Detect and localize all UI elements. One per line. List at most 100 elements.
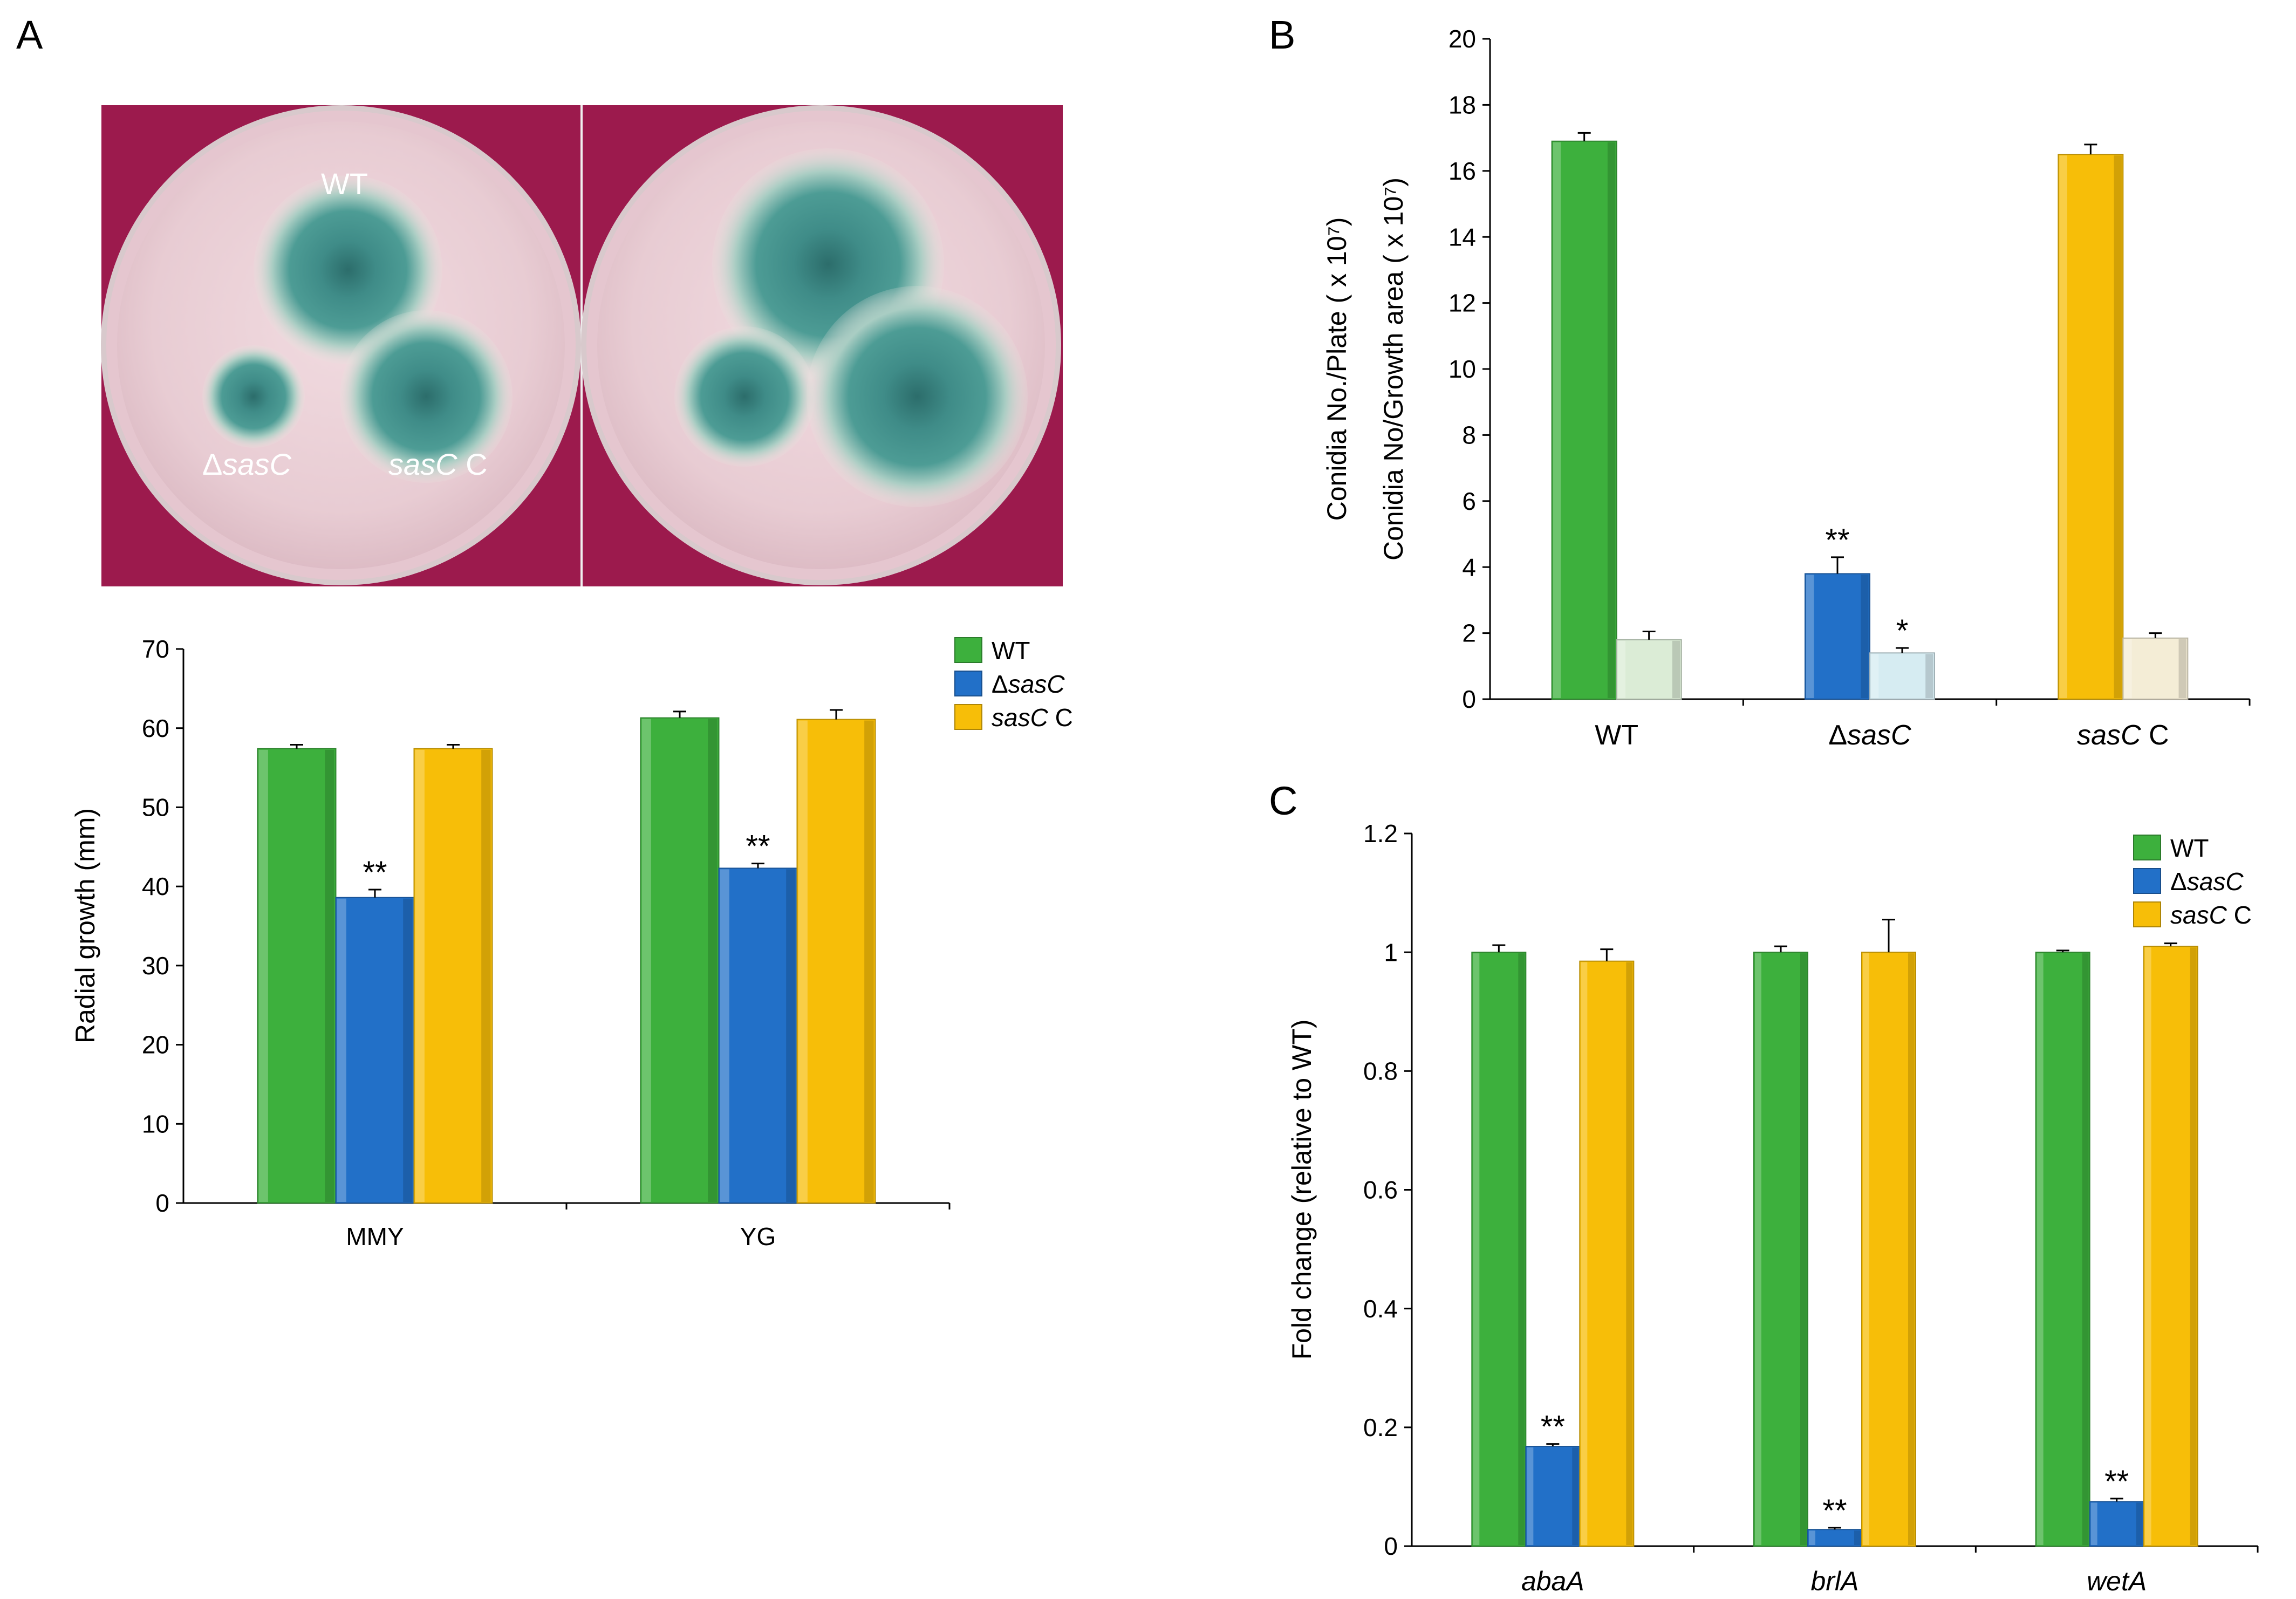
bar-B-1-0-shadow	[1861, 575, 1869, 698]
bar-C-0-2-shadow	[1626, 962, 1633, 1545]
bar-A-0-2	[413, 748, 493, 1204]
bar-C-1-2-shadow	[1908, 953, 1915, 1545]
bar-C-1-0-fill	[1753, 952, 1808, 1547]
bar-C-0-1-shadow	[1572, 1447, 1579, 1545]
bar-A-1-1	[718, 867, 798, 1204]
significance-mark: **	[1822, 1493, 1847, 1528]
bar-A-1-2-shadow	[864, 720, 874, 1202]
bar-A-1-0	[640, 717, 720, 1204]
bar-C-0-0-highlight	[1473, 953, 1480, 1545]
bar-B-2-1-highlight	[2124, 639, 2132, 698]
significance-mark: **	[363, 855, 387, 890]
bar-C-2-2-highlight	[2144, 947, 2151, 1545]
legend-swatch	[2133, 868, 2161, 894]
significance-mark: **	[2104, 1464, 2129, 1499]
y-tick-label: 1	[1384, 938, 1398, 966]
bar-A-0-1	[335, 897, 415, 1204]
category-label-prefix: Δ	[1828, 720, 1847, 751]
legend-label: sasC C	[992, 703, 1073, 732]
legend-label: WT	[992, 637, 1030, 665]
bar-A-1-0-highlight	[641, 719, 651, 1202]
bar-C-2-0	[2035, 952, 2090, 1547]
y-tick-label: 10	[1448, 355, 1476, 383]
y-axis-title-line1: Conidia No./Plate ( x 10⁷)	[1322, 217, 1352, 521]
bar-B-1-0-fill	[1805, 573, 1870, 700]
bar-B-0-1	[1616, 639, 1682, 700]
bar-C-1-2	[1861, 952, 1916, 1547]
colony-del	[202, 345, 305, 448]
bar-B-2-0-highlight	[2059, 155, 2067, 698]
bar-B-1-1	[1869, 652, 1935, 700]
bar-B-2-1-shadow	[2178, 639, 2186, 698]
bar-A-0-1-shadow	[403, 898, 413, 1202]
legend-label: ΔsasC	[2170, 867, 2244, 896]
bar-C-2-2-shadow	[2190, 947, 2197, 1545]
plate-label-comp: sasC C	[388, 447, 488, 481]
bar-B-0-0-fill	[1551, 140, 1617, 700]
petri-dish-mmy	[101, 105, 581, 585]
bar-B-1-1-fill	[1869, 652, 1935, 700]
bar-B-0-0-shadow	[1607, 142, 1616, 699]
bar-A-1-2-fill	[796, 719, 876, 1204]
bar-C-2-0-highlight	[2037, 953, 2044, 1545]
plate-label-del: ΔsasC	[202, 447, 292, 481]
y-tick-label: 14	[1448, 223, 1476, 251]
y-tick-label: 2	[1462, 619, 1476, 647]
bar-B-2-0-fill	[2058, 154, 2124, 700]
legend-swatch	[2133, 835, 2161, 860]
bar-A-0-0-fill	[257, 748, 337, 1204]
bar-A-1-0-shadow	[708, 719, 718, 1202]
y-tick-label: 8	[1462, 421, 1476, 449]
bar-A-0-2-fill	[413, 748, 493, 1204]
chart-a-radial-growth: 0 10 20 30 40 50 60 70 ** MMY ** YG Radial growth (m…	[70, 635, 1073, 1250]
bar-C-2-2	[2143, 946, 2198, 1547]
bar-C-0-2	[1579, 960, 1635, 1547]
bar-C-1-0-shadow	[1800, 953, 1807, 1545]
y-tick-label: 40	[142, 872, 169, 900]
bar-C-1-1	[1807, 1529, 1862, 1547]
bar-B-1-1-highlight	[1871, 654, 1879, 698]
bar-C-0-0-fill	[1471, 952, 1527, 1547]
category-label: wetA	[2087, 1566, 2147, 1596]
legend-swatch	[954, 637, 982, 663]
y-tick-label: 20	[142, 1031, 169, 1059]
plate-label-wt: WT	[321, 167, 368, 201]
bar-C-2-1	[2089, 1501, 2144, 1547]
y-tick-label: 70	[142, 635, 169, 663]
bar-A-1-1-shadow	[786, 869, 796, 1202]
y-tick-label: 0	[1462, 685, 1476, 713]
category-label: ΔsasC	[1828, 720, 1911, 751]
y-tick-label: 0.2	[1363, 1413, 1398, 1441]
category-label: YG	[740, 1222, 776, 1250]
bar-A-1-1-fill	[718, 867, 798, 1204]
bar-A-1-2-highlight	[798, 720, 808, 1202]
bar-B-2-0-shadow	[2114, 155, 2122, 698]
y-tick-label: 6	[1462, 487, 1476, 515]
panel-label-a: A	[16, 12, 43, 57]
bar-B-1-0-highlight	[1806, 575, 1814, 698]
bar-A-0-2-highlight	[415, 749, 425, 1202]
petri-dish-yg	[581, 105, 1061, 585]
bar-C-1-2-highlight	[1863, 953, 1869, 1545]
bar-C-2-0-fill	[2035, 952, 2090, 1547]
bar-C-0-0-shadow	[1518, 953, 1525, 1545]
legend-swatch	[2133, 901, 2161, 927]
bar-B-2-0	[2058, 154, 2124, 700]
category-label: MMY	[346, 1222, 404, 1250]
bar-B-0-1-highlight	[1617, 640, 1626, 698]
bar-C-2-1-fill	[2089, 1501, 2144, 1547]
bar-A-0-1-highlight	[337, 898, 346, 1202]
bar-C-1-0-highlight	[1755, 953, 1761, 1545]
bar-A-1-2	[796, 719, 876, 1204]
bar-C-0-1-highlight	[1527, 1447, 1534, 1545]
significance-mark: *	[1896, 613, 1909, 648]
y-axis-title: Fold change (relative to WT)	[1287, 1020, 1317, 1360]
bar-B-2-1-fill	[2122, 637, 2189, 700]
bar-C-1-0	[1753, 952, 1808, 1547]
bar-A-0-2-shadow	[481, 749, 491, 1202]
y-tick-label: 0	[1384, 1532, 1398, 1560]
bar-C-1-1-shadow	[1854, 1530, 1861, 1545]
bar-A-0-1-fill	[335, 897, 415, 1204]
